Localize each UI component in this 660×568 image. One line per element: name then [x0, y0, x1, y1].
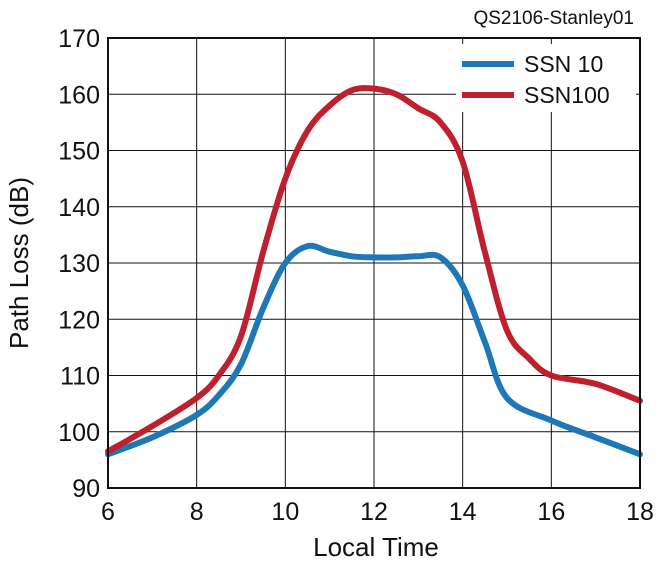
legend-label: SSN 10	[524, 51, 603, 77]
legend-label: SSN100	[524, 82, 610, 108]
y-tick-label: 160	[58, 81, 100, 109]
y-tick-label: 110	[60, 363, 100, 391]
y-tick-label: 130	[58, 250, 100, 278]
x-tick-label: 12	[360, 498, 388, 526]
legend-background	[456, 44, 636, 112]
y-tick-label: 150	[58, 138, 100, 166]
x-tick-label: 10	[271, 498, 299, 526]
x-axis-title: Local Time	[313, 532, 439, 562]
series-line-ssn100	[105, 85, 643, 455]
x-tick-label: 16	[537, 498, 565, 526]
legend: SSN 10 SSN100	[456, 44, 636, 112]
plot-frame	[107, 37, 641, 489]
figure-id-label: QS2106-Stanley01	[473, 8, 634, 29]
series-line-ssn10	[105, 242, 643, 458]
y-tick-label: 100	[58, 419, 100, 447]
y-tick-label: 170	[58, 25, 100, 53]
x-tick-label: 6	[101, 498, 115, 526]
tick-labels: 6 8 10 12 14 16 18 90 100 110 120 130 140 150 160 170	[58, 25, 654, 526]
series-lines	[105, 85, 643, 458]
x-tick-label: 18	[626, 498, 654, 526]
x-tick-label: 14	[449, 498, 477, 526]
y-tick-label: 90	[72, 475, 100, 503]
grid	[107, 37, 641, 489]
y-tick-label: 120	[58, 306, 100, 334]
y-axis-title: Path Loss (dB)	[4, 177, 34, 349]
x-tick-label: 8	[190, 498, 204, 526]
y-tick-label: 140	[58, 194, 100, 222]
